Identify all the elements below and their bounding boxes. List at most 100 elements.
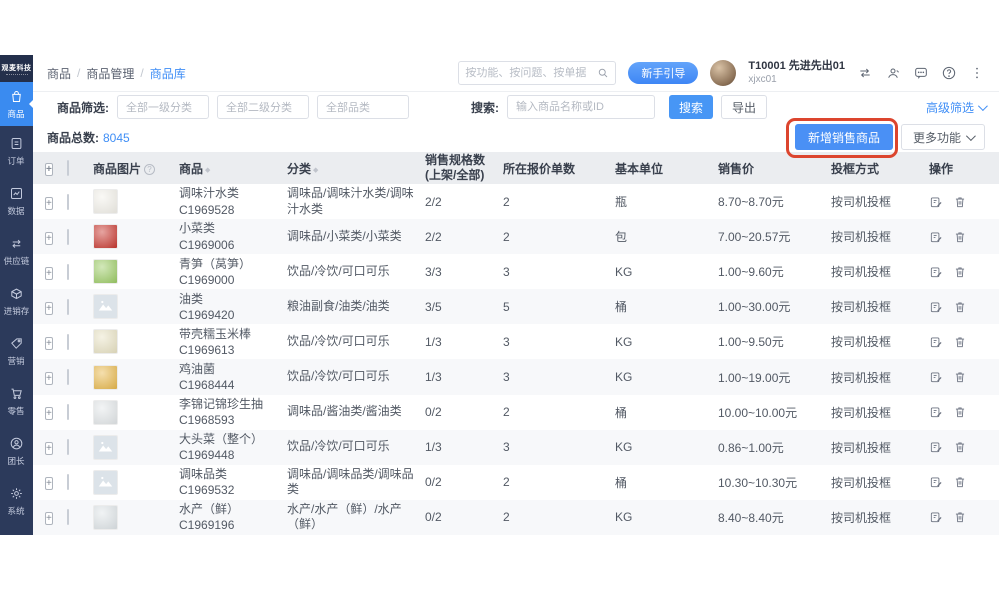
product-thumbnail[interactable] [93,294,118,320]
delete-icon[interactable] [953,405,967,419]
row-checkbox[interactable] [67,509,69,526]
expand-row-toggle[interactable]: + [45,477,53,491]
sidebar-item-system[interactable]: 系统 [0,476,33,526]
delete-icon[interactable] [953,510,967,524]
breadcrumb-goods[interactable]: 商品 [47,66,72,81]
service-icon[interactable] [885,65,901,81]
row-checkbox[interactable] [67,439,69,456]
total-count: 商品总数: 8045 [47,129,130,146]
sidebar-item-data[interactable]: 数据 [0,176,33,226]
category-cell: 调味品/调味品类/调味品类 [287,466,414,497]
expand-row-toggle[interactable]: + [45,407,53,421]
edit-icon[interactable] [929,230,943,244]
newbie-guide-button[interactable]: 新手引导 [628,62,699,84]
expand-row-toggle[interactable]: + [45,231,53,245]
product-thumbnail[interactable] [93,189,118,215]
help-icon[interactable] [941,65,957,81]
sidebar-item-supply-chain[interactable]: 供应链 [0,226,33,276]
category-type-select[interactable]: 全部品类 [317,95,409,119]
basket-mode-cell: 按司机投框 [831,300,892,315]
product-thumbnail[interactable] [93,259,118,285]
product-thumbnail[interactable] [93,329,118,355]
product-name: 鸡油菌 [179,361,216,376]
select-all-checkbox[interactable] [67,160,69,176]
product-code: C1969448 [179,448,235,463]
breadcrumb-goods-management[interactable]: 商品管理 [86,66,135,81]
sidebar-item-goods[interactable]: 商品 [0,82,33,126]
sidebar-item-inventory[interactable]: 进销存 [0,276,33,326]
sidebar-item-label: 订单 [7,155,26,166]
row-checkbox[interactable] [67,404,69,421]
product-code: C1968444 [179,378,235,393]
product-thumbnail[interactable] [93,399,118,425]
edit-icon[interactable] [929,300,943,314]
expand-row-toggle[interactable]: + [45,266,53,280]
delete-icon[interactable] [953,195,967,209]
product-code: C1969532 [179,483,235,498]
delete-icon[interactable] [953,230,967,244]
delete-icon[interactable] [953,300,967,314]
row-checkbox[interactable] [67,333,69,350]
expand-all-toggle[interactable]: + [45,163,53,176]
app-window: 观麦科技 商品 订单 数据 供应链 进销存 [0,55,999,535]
image-placeholder-icon [98,301,113,311]
edit-icon[interactable] [929,370,943,384]
sidebar-item-label: 团长 [7,455,26,466]
delete-icon[interactable] [953,265,967,279]
column-image: 商品图片? [93,160,179,177]
column-product[interactable]: 商品 ◆ [179,161,211,176]
help-tooltip-icon[interactable]: ? [144,163,156,175]
row-checkbox[interactable] [67,263,69,280]
expand-row-toggle[interactable]: + [45,512,53,526]
product-thumbnail[interactable] [93,364,118,390]
operation-cell [929,440,985,454]
row-checkbox[interactable] [67,369,69,386]
delete-icon[interactable] [953,370,967,384]
row-checkbox[interactable] [67,298,69,315]
product-thumbnail[interactable] [93,434,118,460]
row-checkbox[interactable] [67,228,69,245]
add-sale-product-button[interactable]: 新增销售商品 [794,124,893,150]
edit-icon[interactable] [929,405,943,419]
row-checkbox[interactable] [67,474,69,491]
product-search-input[interactable] [507,95,655,119]
product-thumbnail[interactable] [93,469,118,495]
row-checkbox[interactable] [67,193,69,210]
category-level2-select[interactable]: 全部二级分类 [217,95,309,119]
table-header: + 商品图片? 商品 ◆ 分类 ◆ 销售规格数 (上架/全部) 所在报价单数 基本单… [33,152,999,184]
category-level1-select[interactable]: 全部一级分类 [117,95,209,119]
delete-icon[interactable] [953,335,967,349]
advanced-filter-link[interactable]: 高级筛选 [926,99,988,116]
sidebar-item-retail[interactable]: 零售 [0,376,33,426]
expand-row-toggle[interactable]: + [45,336,53,350]
more-icon[interactable] [969,65,985,81]
edit-icon[interactable] [929,195,943,209]
operation-cell [929,335,985,349]
edit-icon[interactable] [929,335,943,349]
search-button[interactable]: 搜索 [669,95,714,119]
delete-icon[interactable] [953,440,967,454]
switch-account-icon[interactable] [857,65,873,81]
sidebar-item-leader[interactable]: 团长 [0,426,33,476]
delete-icon[interactable] [953,475,967,489]
product-thumbnail[interactable] [93,504,118,530]
expand-row-toggle[interactable]: + [45,442,53,456]
more-functions-button[interactable]: 更多功能 [900,124,985,150]
export-button[interactable]: 导出 [721,95,768,119]
edit-icon[interactable] [929,265,943,279]
sidebar-item-marketing[interactable]: 营销 [0,326,33,376]
column-category[interactable]: 分类 ◆ [287,161,319,176]
edit-icon[interactable] [929,475,943,489]
sidebar-item-orders[interactable]: 订单 [0,126,33,176]
edit-icon[interactable] [929,440,943,454]
message-icon[interactable] [913,65,929,81]
table-row: + 大头菜（整个） C1969448 饮品/冷饮/可口可乐 1/3 3 KG 0… [33,429,999,465]
global-search-input[interactable] [465,67,598,79]
expand-row-toggle[interactable]: + [45,196,53,210]
expand-row-toggle[interactable]: + [45,372,53,386]
expand-row-toggle[interactable]: + [45,301,53,315]
edit-icon[interactable] [929,510,943,524]
product-thumbnail[interactable] [93,224,118,250]
avatar[interactable] [710,60,737,86]
search-icon[interactable] [597,67,609,79]
